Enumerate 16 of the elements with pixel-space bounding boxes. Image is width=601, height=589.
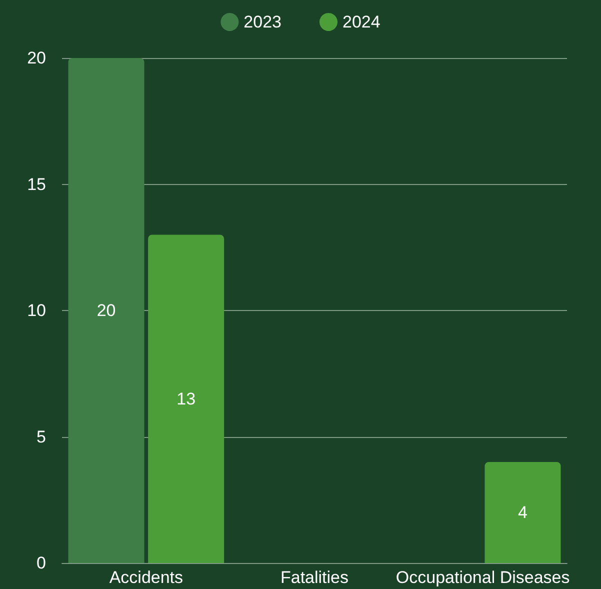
data-label: 4 [518,503,528,522]
y-tick-label: 10 [27,301,46,320]
data-label: 20 [96,301,116,320]
y-tick-label: 0 [36,554,46,572]
y-tick-label: 20 [27,48,46,68]
legend-label: 2024 [342,12,380,32]
bar [148,234,224,563]
x-tick-label: Accidents [109,568,184,587]
x-tick-label: Occupational Diseases [396,568,570,587]
y-tick-label: 15 [27,174,46,194]
data-label: 13 [176,389,196,408]
bar [68,58,144,563]
x-tick-label: Fatalities [280,568,349,587]
y-tick-label: 5 [36,427,46,446]
legend-label: 2023 [244,12,282,32]
bar [484,462,561,563]
